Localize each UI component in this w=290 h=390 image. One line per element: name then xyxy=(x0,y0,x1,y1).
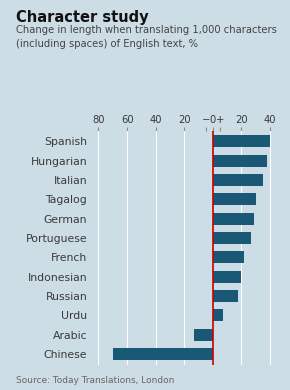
Text: Change in length when translating 1,000 characters
(including spaces) of English: Change in length when translating 1,000 … xyxy=(16,25,277,49)
Bar xyxy=(213,290,238,302)
Bar xyxy=(213,251,244,263)
Text: Character study: Character study xyxy=(16,10,148,25)
Bar xyxy=(213,309,223,321)
Bar xyxy=(213,174,263,186)
Bar xyxy=(213,154,267,167)
Bar xyxy=(213,271,241,283)
Bar xyxy=(113,348,213,360)
Bar xyxy=(194,329,213,341)
Bar xyxy=(213,193,255,205)
Bar xyxy=(213,135,270,147)
Bar xyxy=(213,213,254,225)
Bar xyxy=(213,232,251,244)
Text: Source: Today Translations, London: Source: Today Translations, London xyxy=(16,376,174,385)
